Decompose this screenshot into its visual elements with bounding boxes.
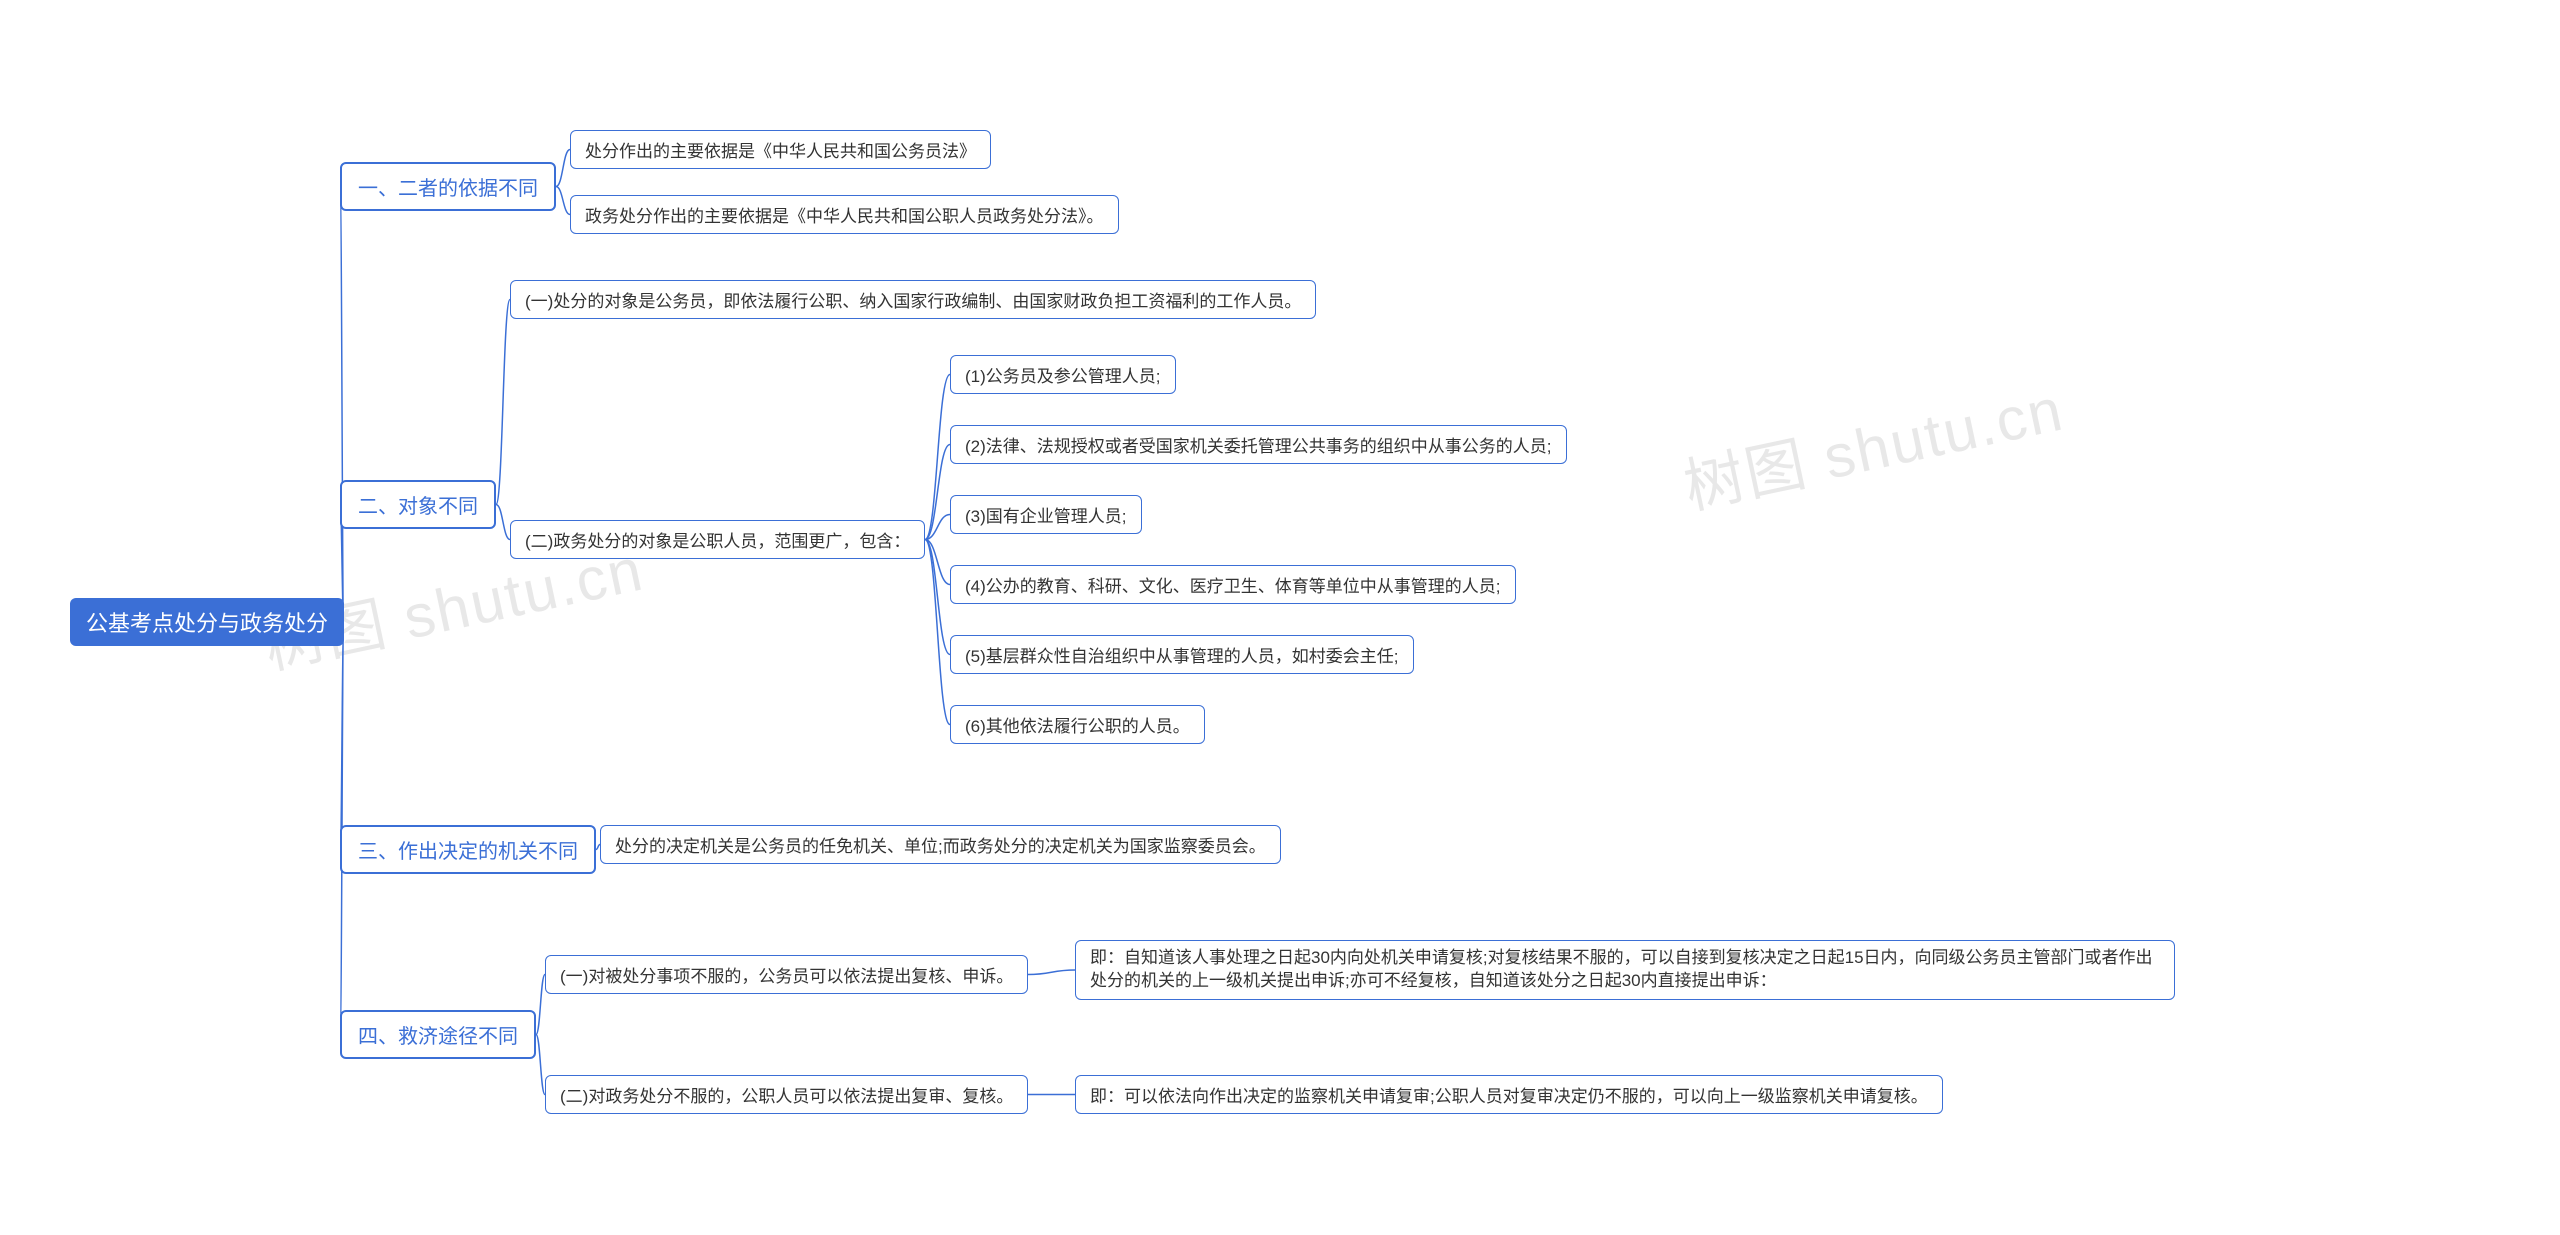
leaf-basis-2[interactable]: 政务处分作出的主要依据是《中华人民共和国公职人员政务处分法》。 [570, 195, 1119, 234]
leaf-remedy-2a[interactable]: 即：可以依法向作出决定的监察机关申请复审;公职人员对复审决定仍不服的，可以向上一… [1075, 1075, 1943, 1114]
leaf-target-2e[interactable]: (5)基层群众性自治组织中从事管理的人员，如村委会主任; [950, 635, 1414, 674]
leaf-target-2[interactable]: (二)政务处分的对象是公职人员，范围更广，包含： [510, 520, 925, 559]
leaf-basis-1[interactable]: 处分作出的主要依据是《中华人民共和国公务员法》 [570, 130, 991, 169]
leaf-remedy-1[interactable]: (一)对被处分事项不服的，公务员可以依法提出复核、申诉。 [545, 955, 1028, 994]
branch-basis[interactable]: 一、二者的依据不同 [340, 162, 556, 211]
branch-target[interactable]: 二、对象不同 [340, 480, 496, 529]
branch-remedy[interactable]: 四、救济途径不同 [340, 1010, 536, 1059]
leaf-target-2c[interactable]: (3)国有企业管理人员; [950, 495, 1142, 534]
leaf-target-2a[interactable]: (1)公务员及参公管理人员; [950, 355, 1176, 394]
leaf-remedy-2[interactable]: (二)对政务处分不服的，公职人员可以依法提出复审、复核。 [545, 1075, 1028, 1114]
leaf-target-2d[interactable]: (4)公办的教育、科研、文化、医疗卫生、体育等单位中从事管理的人员; [950, 565, 1516, 604]
leaf-target-2f[interactable]: (6)其他依法履行公职的人员。 [950, 705, 1205, 744]
leaf-target-2b[interactable]: (2)法律、法规授权或者受国家机关委托管理公共事务的组织中从事公务的人员; [950, 425, 1567, 464]
branch-authority[interactable]: 三、作出决定的机关不同 [340, 825, 596, 874]
root-node[interactable]: 公基考点处分与政务处分 [70, 598, 344, 646]
leaf-remedy-1a[interactable]: 即：自知道该人事处理之日起30内向处机关申请复核;对复核结果不服的，可以自接到复… [1075, 940, 2175, 1000]
watermark: 树图 shutu.cn [1675, 361, 2070, 526]
leaf-target-1[interactable]: (一)处分的对象是公务员，即依法履行公职、纳入国家行政编制、由国家财政负担工资福… [510, 280, 1316, 319]
leaf-authority-1[interactable]: 处分的决定机关是公务员的任免机关、单位;而政务处分的决定机关为国家监察委员会。 [600, 825, 1281, 864]
